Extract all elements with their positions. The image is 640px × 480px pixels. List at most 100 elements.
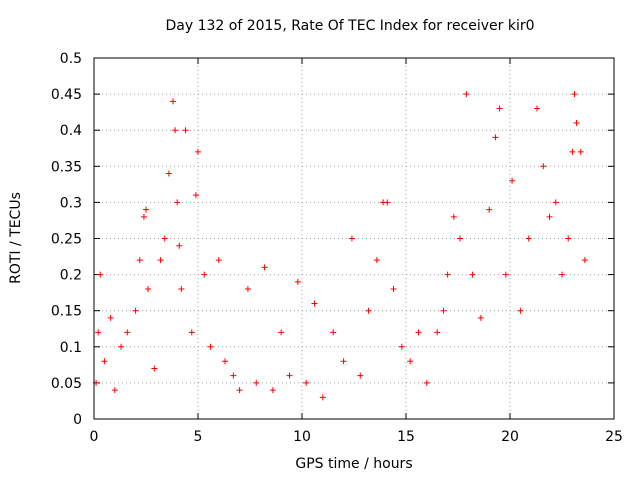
data-point [161,235,168,242]
y-tick-label: 0.1 [60,340,82,356]
data-point [286,372,293,379]
data-point [195,148,201,155]
plot-frame [93,57,615,420]
data-point [140,213,147,220]
data-point [517,307,524,314]
data-point [97,271,104,278]
y-tick-label: 0.45 [51,87,82,103]
data-point [577,148,584,155]
data-point [573,119,580,126]
data-point [348,235,355,242]
x-tick-label: 15 [397,429,415,445]
data-point [107,314,114,321]
data-point [450,213,457,220]
x-tick-label: 20 [501,429,519,445]
data-point [192,192,199,199]
data-point [457,235,464,242]
data-point [201,271,208,278]
data-point [571,91,578,98]
data-point [136,257,143,264]
data-point [174,199,181,206]
data-point [492,134,499,141]
data-point [170,98,177,105]
data-point [340,358,347,365]
data-point [145,286,152,293]
x-tick-label: 10 [293,429,311,445]
y-tick-label: 0.2 [60,268,82,284]
x-tick-label: 25 [605,429,623,445]
data-point [546,213,553,220]
data-point [415,329,422,336]
data-point [559,271,565,278]
data-point [207,343,214,350]
x-axis-label: GPS time / hours [295,456,413,472]
data-point [261,264,268,271]
data-point [101,358,108,365]
chart-title: Day 132 of 2015, Rate Of TEC Index for r… [165,18,535,34]
data-point [269,387,276,394]
data-point [172,127,179,134]
y-tick-label: 0.25 [51,232,82,248]
y-tick-label: 0.15 [51,304,82,320]
data-point [157,257,164,264]
data-point [552,199,559,206]
y-tick-label: 0.3 [60,195,82,211]
data-point [118,343,125,350]
data-point [569,148,576,155]
data-point [132,307,139,314]
data-point [330,329,337,336]
data-point [463,91,470,98]
data-point [95,329,102,336]
data-point [486,206,493,213]
data-point [477,314,484,321]
data-point [565,235,572,242]
data-point [365,307,372,314]
data-point [357,372,364,379]
y-tick-label: 0.35 [51,159,82,175]
data-point [423,379,430,386]
data-point [278,329,285,336]
data-point [509,177,516,184]
y-axis-label: ROTI / TECUs [8,192,24,284]
data-point [440,307,447,314]
data-point [230,372,237,379]
data-point [444,271,451,278]
data-point [236,387,243,394]
data-point [253,379,260,386]
data-point [182,127,189,134]
y-tick-label: 0 [73,412,82,428]
data-point [303,379,310,386]
data-point [390,286,397,293]
data-point [384,199,391,206]
data-point [244,286,251,293]
data-point [165,170,172,177]
data-point [294,278,301,285]
y-tick-label: 0.4 [60,123,82,139]
data-point [496,105,503,112]
data-point [525,235,532,242]
y-tick-label: 0.05 [51,376,82,392]
x-tick-label: 0 [90,429,99,445]
data-point [176,242,183,249]
data-point [540,163,547,170]
data-point [311,300,318,307]
data-point [581,257,588,264]
data-point [373,257,380,264]
data-point [502,271,509,278]
data-point [222,358,229,365]
data-point [143,206,149,213]
y-tick-label: 0.5 [60,51,82,67]
data-point [469,271,476,278]
data-point [124,329,131,336]
data-point [215,257,222,264]
data-point [178,286,185,293]
data-point [151,365,158,372]
data-point [434,329,441,336]
data-point [319,394,326,401]
data-point [111,387,118,394]
data-point [407,358,414,365]
x-tick-label: 5 [194,429,203,445]
data-point [188,329,195,336]
data-point [534,105,541,112]
